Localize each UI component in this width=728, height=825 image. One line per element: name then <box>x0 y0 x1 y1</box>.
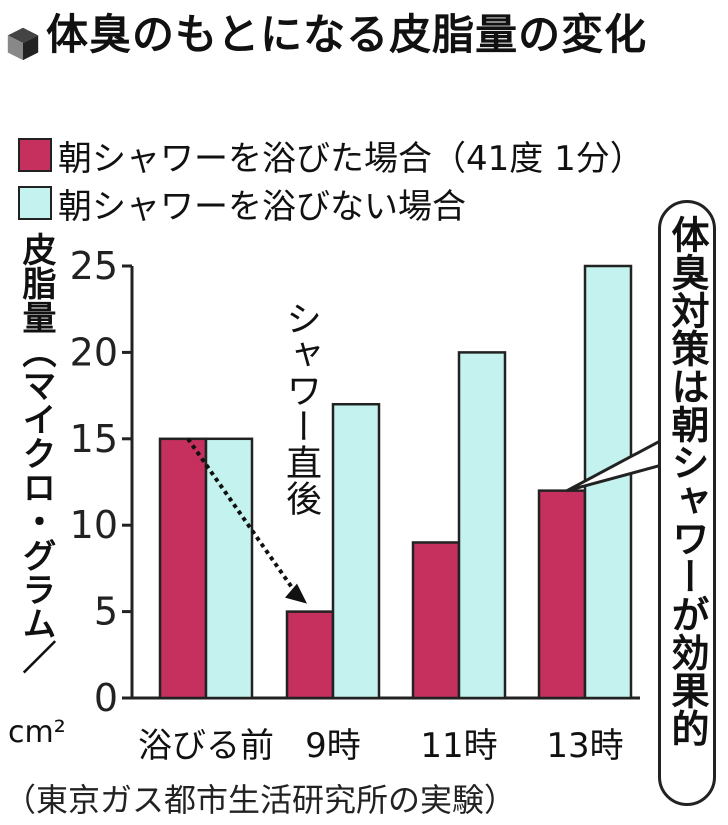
legend-item-without-shower: 朝シャワーを浴びない場合 <box>18 181 466 227</box>
bar-without-shower <box>331 402 381 700</box>
source-note: （東京ガス都市生活研究所の実験） <box>4 781 517 819</box>
y-tick-label: 25 <box>70 244 118 288</box>
legend-item-with-shower: 朝シャワーを浴びた場合（41度 1分） <box>18 133 644 179</box>
legend-label-without-shower: 朝シャワーを浴びない場合 <box>58 186 466 227</box>
callout-box: 体臭対策は朝シャワーが効果的 <box>658 200 716 806</box>
y-tick-label: 15 <box>70 417 118 461</box>
x-tick-label: 浴びる前 <box>138 726 274 766</box>
x-tick-label: 9時 <box>305 726 361 766</box>
legend-swatch-with-shower <box>18 138 52 172</box>
y-axis-label: 皮脂量（マイクロ・グラム／ <box>16 232 56 674</box>
bar-with-shower <box>285 610 335 700</box>
y-tick-label: 5 <box>94 590 118 634</box>
bar-with-shower <box>158 437 208 700</box>
decline-arrow-line <box>186 437 301 599</box>
y-tick-label: 20 <box>70 330 118 374</box>
bar-with-shower <box>537 489 587 700</box>
chart-title: 体臭のもとになる皮脂量の変化 <box>46 10 648 59</box>
callout-text: 体臭対策は朝シャワーが効果的 <box>665 215 709 747</box>
x-tick-label: 11時 <box>420 726 497 766</box>
x-tick-label: 13時 <box>546 726 623 766</box>
y-tick-label: 0 <box>94 676 118 720</box>
decline-arrow-head <box>285 583 307 604</box>
bar-with-shower <box>411 541 461 700</box>
y-axis-unit: cm² <box>8 715 66 750</box>
bar-without-shower <box>457 351 507 700</box>
cube-icon <box>7 27 39 61</box>
legend-label-with-shower: 朝シャワーを浴びた場合（41度 1分） <box>58 138 644 179</box>
y-tick-label: 10 <box>70 503 118 547</box>
legend-swatch-without-shower <box>18 186 52 220</box>
shower-annotation: シャワー直後 <box>280 300 321 516</box>
bar-without-shower <box>204 437 254 700</box>
